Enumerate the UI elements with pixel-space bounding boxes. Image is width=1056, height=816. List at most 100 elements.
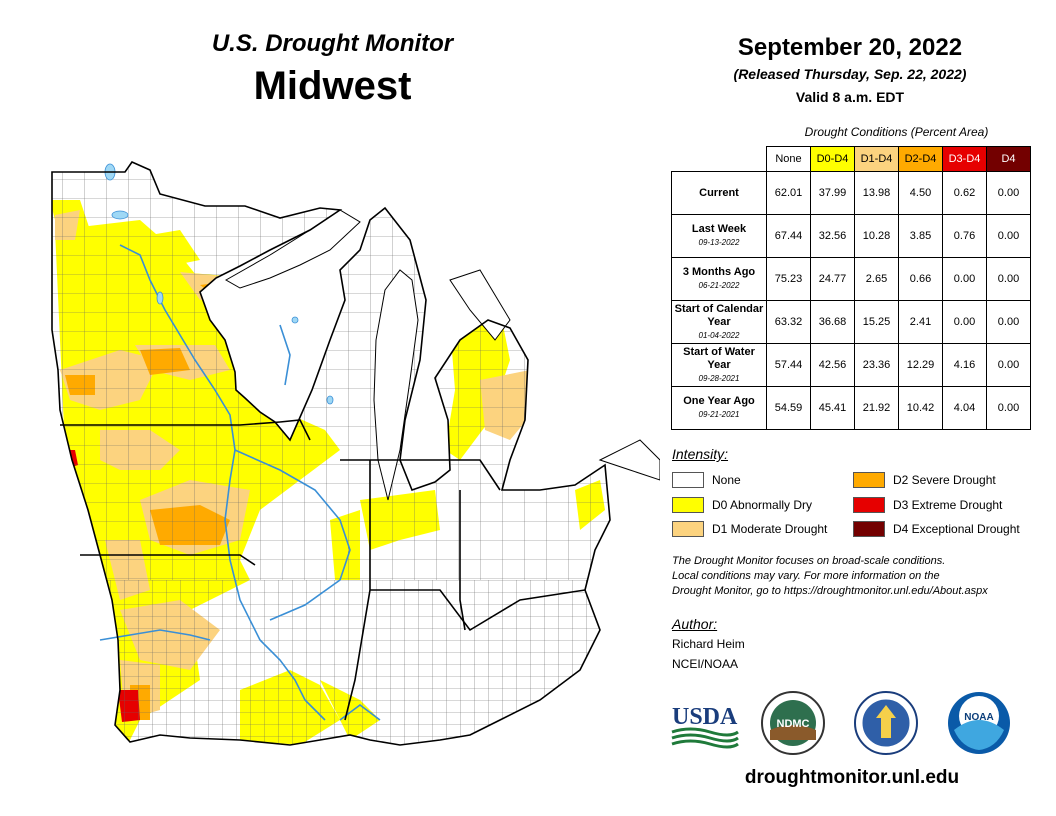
table-cell: 62.01	[766, 171, 811, 215]
row-label-text: One Year Ago	[683, 395, 755, 407]
table-cell: 57.44	[766, 343, 811, 387]
row-label: 3 Months Ago 06-21-2022	[671, 257, 767, 301]
table-cell: 3.85	[898, 214, 943, 258]
table-cell: 36.68	[810, 300, 855, 344]
table-caption: Drought Conditions (Percent Area)	[804, 125, 989, 139]
legend-label: D3 Extreme Drought	[893, 498, 1003, 512]
table-cell: 2.65	[854, 257, 899, 301]
row-sublabel: 09-28-2021	[698, 373, 740, 383]
author-name: Richard Heim	[672, 637, 745, 651]
legend-item-d0: D0 Abnormally Dry	[672, 497, 812, 513]
legend-swatch	[672, 472, 704, 488]
legend-label: D1 Moderate Drought	[712, 522, 828, 536]
valid-time: Valid 8 a.m. EDT	[795, 89, 905, 105]
table-cell: 0.00	[986, 343, 1031, 387]
legend-item-none: None	[672, 472, 741, 488]
legend-item-d2: D2 Severe Drought	[853, 472, 996, 488]
table-row-3-months-ago: 3 Months Ago 06-21-2022 75.23 24.77 2.65 …	[671, 257, 1031, 301]
legend-swatch	[672, 497, 704, 513]
disclaimer-note: The Drought Monitor focuses on broad-sca…	[672, 554, 1042, 599]
legend-item-d4: D4 Exceptional Drought	[853, 521, 1020, 537]
table-cell: 0.62	[942, 171, 987, 215]
legend-swatch	[672, 521, 704, 537]
table-row-start-of-water-year: Start of Water Year 09-28-2021 57.44 42.5…	[671, 343, 1031, 387]
legend-item-d1: D1 Moderate Drought	[672, 521, 827, 537]
table-cell: 0.00	[986, 386, 1031, 430]
col-header-d1-d4: D1-D4	[854, 146, 899, 172]
ndmc-logo-text: NDMC	[777, 718, 810, 730]
legend-label: D0 Abnormally Dry	[712, 498, 813, 512]
table-cell: 21.92	[854, 386, 899, 430]
table-cell: 2.41	[898, 300, 943, 344]
table-cell: 10.28	[854, 214, 899, 258]
table-cell: 54.59	[766, 386, 811, 430]
noaa-logo-text: NOAA	[964, 712, 993, 723]
col-header-d4: D4	[986, 146, 1031, 172]
row-label: Start of Calendar Year 01-04-2022	[671, 300, 767, 344]
table-cell: 4.16	[942, 343, 987, 387]
row-label: Start of Water Year 09-28-2021	[671, 343, 767, 387]
row-label-text: Current	[699, 186, 739, 199]
table-cell: 12.29	[898, 343, 943, 387]
map-date: September 20, 2022	[737, 34, 963, 61]
author-org: NCEI/NOAA	[672, 657, 739, 671]
doc-seal-logo	[854, 691, 918, 755]
row-label: Current	[671, 171, 767, 215]
row-label-text: Last Week	[691, 223, 747, 235]
table-cell: 42.56	[810, 343, 855, 387]
table-cell: 67.44	[766, 214, 811, 258]
legend-title: Intensity:	[672, 446, 729, 462]
legend-label: D4 Exceptional Drought	[893, 522, 1020, 536]
table-cell: 45.41	[810, 386, 855, 430]
legend-swatch	[853, 497, 885, 513]
table-corner	[672, 147, 767, 172]
table-row-current: Current 62.01 37.99 13.98 4.50 0.62 0.00	[671, 171, 1031, 215]
legend-label: None	[712, 473, 741, 487]
drought-map	[51, 161, 660, 746]
table-cell: 0.00	[986, 300, 1031, 344]
region-title: Midwest	[253, 64, 412, 108]
row-sublabel: 09-21-2021	[698, 410, 740, 419]
state-lines	[60, 419, 586, 721]
row-sublabel: 09-13-2022	[698, 238, 740, 247]
row-label: One Year Ago 09-21-2021	[671, 386, 767, 430]
noaa-logo: NOAA	[948, 692, 1010, 754]
table-cell: 0.00	[986, 214, 1031, 258]
note-line: The Drought Monitor focuses on broad-sca…	[672, 555, 946, 567]
table-cell: 0.00	[986, 257, 1031, 301]
row-sublabel: 01-04-2022	[698, 330, 740, 340]
row-sublabel: 06-21-2022	[698, 281, 740, 290]
table-cell: 23.36	[854, 343, 899, 387]
ndmc-logo: NDMC	[761, 691, 825, 755]
usda-logo: USDA	[671, 704, 739, 749]
release-date: (Released Thursday, Sep. 22, 2022)	[733, 66, 967, 82]
table-cell: 63.32	[766, 300, 811, 344]
row-label-text: Start of Water Year	[683, 345, 755, 371]
table-cell: 10.42	[898, 386, 943, 430]
drought-conditions-table: None D0-D4 D1-D4 D2-D4 D3-D4 D4 Current …	[671, 146, 1031, 430]
website-link[interactable]: droughtmonitor.unl.edu	[744, 767, 960, 788]
map-title: U.S. Drought Monitor	[211, 30, 454, 57]
region-outline	[51, 161, 611, 746]
legend-item-d3: D3 Extreme Drought	[853, 497, 1002, 513]
legend-label: D2 Severe Drought	[893, 473, 996, 487]
legend-swatch	[853, 521, 885, 537]
table-row-start-of-calendar-year: Start of Calendar Year 01-04-2022 63.32 3…	[671, 300, 1031, 344]
legend-swatch	[853, 472, 885, 488]
table-cell: 13.98	[854, 171, 899, 215]
table-cell: 0.00	[986, 171, 1031, 215]
col-header-d2-d4: D2-D4	[898, 146, 943, 172]
table-row-one-year-ago: One Year Ago 09-21-2021 54.59 45.41 21.92…	[671, 386, 1031, 430]
table-cell: 0.00	[942, 300, 987, 344]
table-cell: 15.25	[854, 300, 899, 344]
row-label: Last Week 09-13-2022	[671, 214, 767, 258]
col-header-d3-d4: D3-D4	[942, 146, 987, 172]
table-cell: 75.23	[766, 257, 811, 301]
row-label-text: 3 Months Ago	[682, 266, 756, 278]
usda-logo-text: USDA	[672, 704, 738, 730]
small-lakes	[104, 163, 334, 405]
table-cell: 24.77	[810, 257, 855, 301]
table-cell: 4.50	[898, 171, 943, 215]
row-label-text: Start of Calendar Year	[674, 302, 764, 328]
note-line: Drought Monitor, go to https://droughtmo…	[672, 585, 988, 597]
